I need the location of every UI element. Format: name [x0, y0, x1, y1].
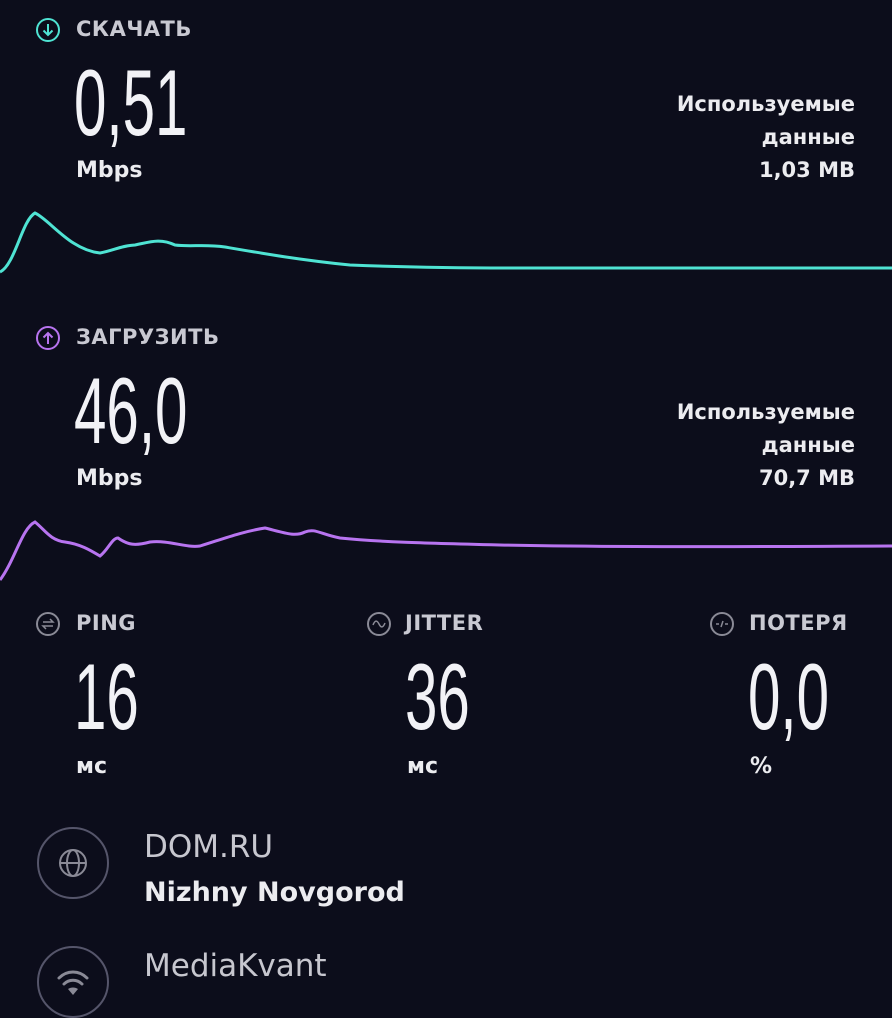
data-used-value: 1,03 MB — [758, 158, 855, 182]
packet-loss-icon — [710, 612, 734, 636]
upload-unit: Mbps — [76, 466, 143, 491]
download-label: СКАЧАТЬ — [76, 17, 192, 41]
jitter-label: JITTER — [405, 611, 484, 635]
ping-unit: мс — [76, 754, 108, 779]
server-location[interactable]: Nizhny Novgorod — [144, 877, 405, 908]
download-data-used: Используемые данные 1,03 MB — [677, 88, 855, 187]
download-speed-graph — [0, 211, 892, 274]
upload-speed-value: 46,0 — [74, 358, 188, 463]
upload-graph-line — [0, 520, 892, 581]
packet-loss-label: ПОТЕРЯ — [749, 611, 848, 635]
data-used-label: Используемые — [676, 92, 855, 116]
wifi-icon[interactable] — [37, 946, 109, 1018]
download-graph-line — [0, 211, 892, 274]
globe-icon[interactable] — [37, 827, 109, 899]
upload-speed-graph — [0, 520, 892, 581]
ping-icon — [36, 612, 60, 636]
data-used-label: данные — [761, 433, 855, 457]
ping-label: PING — [76, 611, 137, 635]
arrow-up-circle-icon — [36, 326, 60, 350]
server-provider[interactable]: DOM.RU — [144, 829, 274, 865]
jitter-icon — [367, 612, 391, 636]
arrow-down-circle-icon — [36, 18, 60, 42]
ping-value: 16 — [74, 644, 139, 749]
data-used-label: Используемые — [676, 400, 855, 424]
data-used-label: данные — [761, 125, 855, 149]
packet-loss-unit: % — [750, 754, 773, 779]
jitter-unit: мс — [407, 754, 439, 779]
upload-label: ЗАГРУЗИТЬ — [76, 325, 220, 349]
data-used-value: 70,7 MB — [758, 466, 855, 490]
network-name[interactable]: MediaKvant — [144, 948, 327, 984]
upload-data-used: Используемые данные 70,7 MB — [677, 396, 855, 495]
download-unit: Mbps — [76, 158, 143, 183]
download-speed-value: 0,51 — [74, 50, 188, 155]
packet-loss-value: 0,0 — [748, 644, 830, 749]
jitter-value: 36 — [405, 644, 470, 749]
